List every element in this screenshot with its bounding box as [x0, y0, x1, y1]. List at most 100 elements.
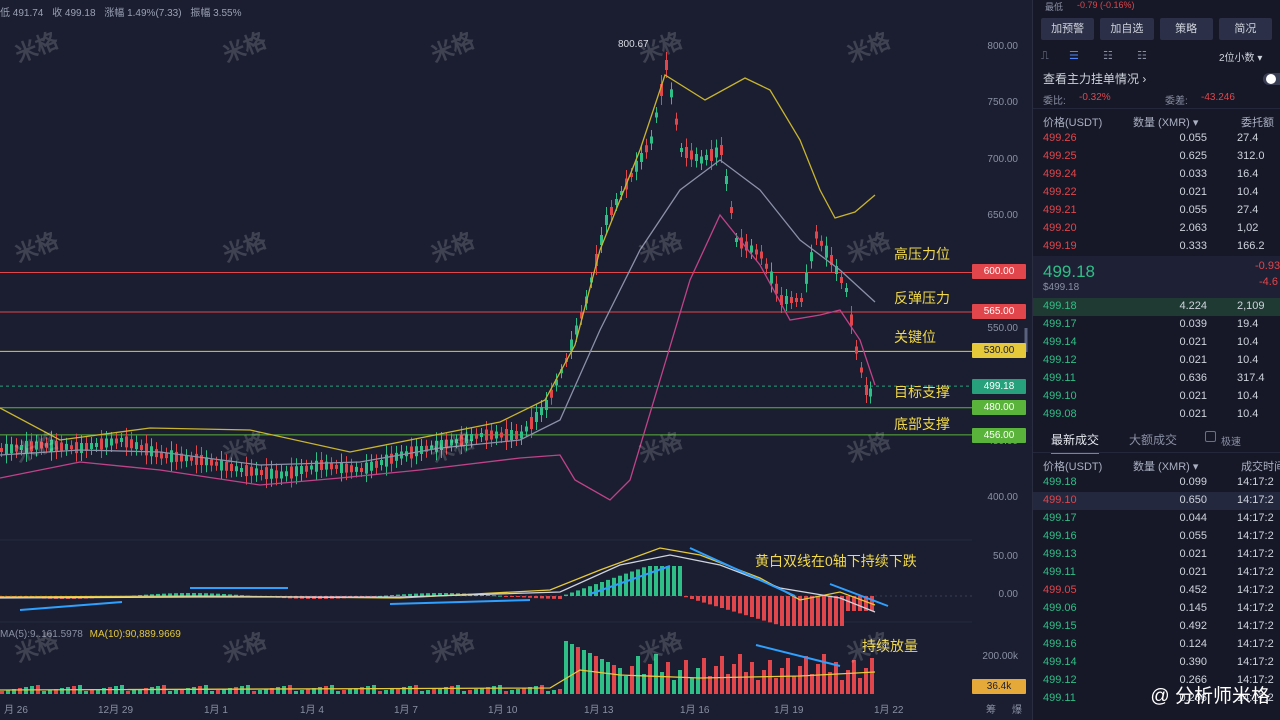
list-item[interactable]: 499.08 0.021 10.4	[1033, 406, 1280, 424]
volume-bar	[306, 689, 310, 694]
macd-bar	[426, 593, 430, 596]
candle-body	[5, 443, 8, 455]
volume-bar	[390, 689, 394, 694]
strategy-button[interactable]: 策略	[1159, 18, 1213, 40]
speed-checkbox[interactable]	[1205, 431, 1216, 442]
candle-body	[640, 153, 643, 162]
list-item[interactable]: 499.05 0.452 14:17:2	[1033, 582, 1280, 600]
volume-bar	[360, 687, 364, 694]
volume-bar	[252, 691, 256, 694]
candle-body	[300, 466, 303, 474]
list-item[interactable]: 499.17 0.044 14:17:2	[1033, 510, 1280, 528]
macd-bar	[240, 595, 244, 597]
volume-bar	[840, 680, 844, 694]
row-qty: 0.124	[1179, 638, 1207, 650]
book-split-icon[interactable]: ☰	[1069, 50, 1079, 62]
list-item[interactable]: 499.10 0.650 14:17:2	[1033, 492, 1280, 510]
list-item[interactable]: 499.24 0.033 16.4	[1033, 166, 1280, 184]
top-value: -0.79 (-0.16%)	[1077, 0, 1135, 10]
volume-bar	[702, 658, 706, 694]
precision-select[interactable]: 2位小数 ▾	[1219, 53, 1263, 64]
candle-body	[595, 254, 598, 266]
list-item[interactable]: 499.25 0.625 312.0	[1033, 148, 1280, 166]
list-item[interactable]: 499.15 0.492 14:17:2	[1033, 618, 1280, 636]
list-item[interactable]: 499.14 0.021 10.4	[1033, 334, 1280, 352]
macd-bar	[822, 596, 826, 626]
list-item[interactable]: 499.26 0.055 27.4	[1033, 130, 1280, 148]
list-item[interactable]: 499.06 0.145 14:17:2	[1033, 600, 1280, 618]
volume-bar	[558, 689, 562, 694]
last-price: 499.18	[1043, 262, 1095, 281]
candle-body	[275, 470, 278, 479]
book-both-icon[interactable]: ⎍	[1041, 50, 1049, 62]
macd-bar	[486, 594, 490, 596]
volume-bar	[498, 685, 502, 694]
macd-bar	[636, 569, 640, 596]
row-price: 499.14	[1043, 336, 1077, 348]
candle-body	[470, 434, 473, 441]
volume-bar	[510, 690, 514, 694]
book-toolbar: ⎍ ☰ ☷ ☷ 2位小数 ▾	[1033, 44, 1280, 68]
add-alert-button[interactable]: 加预警	[1041, 18, 1095, 40]
candle-body	[865, 385, 868, 395]
trade-header-price: 价格(USDT)	[1043, 461, 1103, 473]
list-item[interactable]: 499.13 0.021 14:17:2	[1033, 546, 1280, 564]
list-item[interactable]: 499.18 0.099 14:17:2	[1033, 474, 1280, 492]
list-item[interactable]: 499.12 0.021 10.4	[1033, 352, 1280, 370]
list-item[interactable]: 499.22 0.021 10.4	[1033, 184, 1280, 202]
peak-label: 800.67	[618, 39, 649, 50]
candle-body	[575, 325, 578, 335]
macd-bar	[552, 596, 556, 599]
volume-bar	[228, 688, 232, 694]
main-force-toggle[interactable]	[1263, 73, 1280, 85]
add-watchlist-button[interactable]: 加自选	[1100, 18, 1154, 40]
candle-body	[180, 453, 183, 462]
chip-label[interactable]: 筹	[986, 705, 996, 716]
volume-bar	[186, 688, 190, 694]
tab-latest-trades[interactable]: 最新成交	[1051, 431, 1100, 454]
list-item[interactable]: 499.12 0.266 14:17:2	[1033, 672, 1280, 690]
book-header-qty[interactable]: 数量 (XMR) ▾	[1133, 117, 1199, 129]
list-item[interactable]: 499.19 0.333 166.2	[1033, 238, 1280, 256]
row-value: 14:17:2	[1237, 476, 1274, 488]
book-header-price: 价格(USDT)	[1043, 117, 1103, 129]
row-value: 10.4	[1237, 390, 1259, 402]
macd-bar	[144, 594, 148, 596]
list-item[interactable]: 499.20 2.063 1,02	[1033, 220, 1280, 238]
volume-bar	[420, 691, 424, 694]
volume-bar	[378, 691, 382, 694]
y-tick: 400.00	[987, 492, 1018, 503]
chart-canvas[interactable]	[0, 0, 1032, 720]
list-item[interactable]: 499.18 4.224 2,109	[1033, 298, 1280, 316]
macd-bar	[222, 593, 226, 596]
candle-body	[840, 277, 843, 283]
price-chart[interactable]: 低 491.74 收 499.18 涨幅 1.49%(7.33) 振幅 3.55…	[0, 0, 1032, 720]
macd-bar	[660, 566, 664, 596]
volume-bar	[546, 691, 550, 694]
liquidation-label[interactable]: 爆	[1012, 705, 1022, 716]
list-item[interactable]: 499.11 0.021 14:17:2	[1033, 564, 1280, 582]
main-force-link[interactable]: 查看主力挂单情况 ›	[1033, 68, 1280, 90]
list-item[interactable]: 499.11 0.266 14:17:2	[1033, 690, 1280, 708]
list-item[interactable]: 499.16 0.055 14:17:2	[1033, 528, 1280, 546]
volume-bar	[540, 685, 544, 694]
row-price: 499.18	[1043, 300, 1077, 312]
list-item[interactable]: 499.10 0.021 10.4	[1033, 388, 1280, 406]
list-item[interactable]: 499.14 0.390 14:17:2	[1033, 654, 1280, 672]
candle-body	[675, 118, 678, 125]
overview-button[interactable]: 简况	[1218, 18, 1272, 40]
macd-bar	[510, 596, 514, 597]
tab-large-trades[interactable]: 大额成交	[1129, 433, 1178, 447]
list-item[interactable]: 499.16 0.124 14:17:2	[1033, 636, 1280, 654]
candle-body	[740, 237, 743, 249]
book-asks-icon[interactable]: ☷	[1137, 50, 1147, 62]
list-item[interactable]: 499.17 0.039 19.4	[1033, 316, 1280, 334]
book-bids-icon[interactable]: ☷	[1103, 50, 1113, 62]
candle-body	[330, 463, 333, 470]
list-item[interactable]: 499.11 0.636 317.4	[1033, 370, 1280, 388]
macd-bar	[864, 596, 868, 611]
macd-bar	[432, 593, 436, 596]
list-item[interactable]: 499.21 0.055 27.4	[1033, 202, 1280, 220]
candle-body	[605, 215, 608, 225]
trade-header-qty[interactable]: 数量 (XMR) ▾	[1133, 461, 1199, 473]
